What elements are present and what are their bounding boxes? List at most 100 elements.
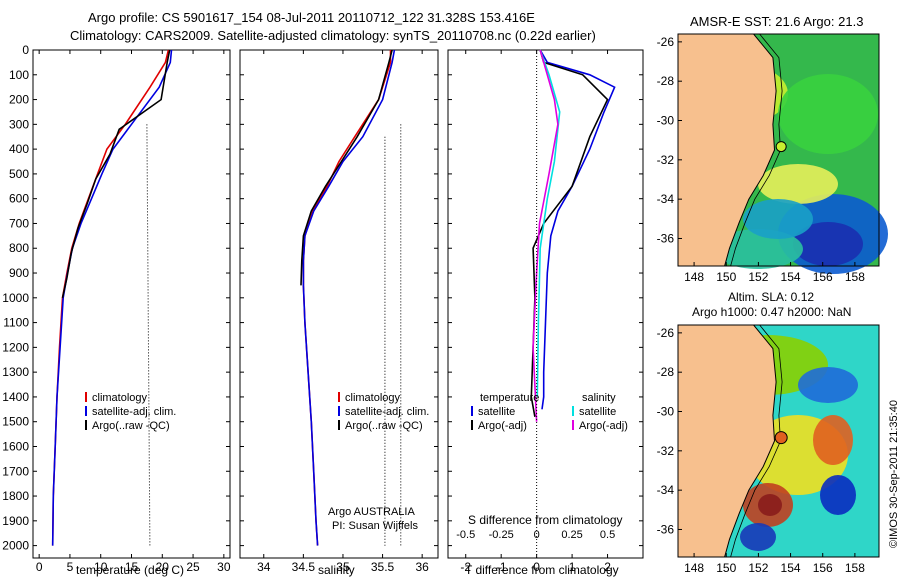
y-tick-label: 2000 <box>2 539 29 553</box>
sst_map-colour-blob <box>713 229 803 269</box>
x-tick-label: 0 <box>533 560 540 574</box>
x-tick-label: 5 <box>67 560 74 574</box>
map-y-tick-label: -28 <box>657 365 675 379</box>
sla_map-argo-marker <box>774 431 788 445</box>
sla_map-colour-blob <box>740 523 776 551</box>
y-tick-label: 900 <box>9 266 29 280</box>
map-y-tick-label: -30 <box>657 114 675 128</box>
mixed-layer-temp-line <box>146 124 151 546</box>
top-tick-label: 0.25 <box>561 529 582 541</box>
sst_map-frame <box>677 33 880 267</box>
map-y-tick-label: -30 <box>657 405 675 419</box>
map-y-tick-label: -36 <box>657 522 675 536</box>
y-tick-label: 500 <box>9 167 29 181</box>
sla_map-group <box>677 324 880 558</box>
top-tick-label: -0.5 <box>456 529 475 541</box>
map-x-tick-label: 154 <box>781 561 801 575</box>
y-tick-label: 1400 <box>2 390 29 404</box>
sla_map-colour-blob <box>798 367 858 403</box>
map-x-tick-label: 154 <box>781 270 801 284</box>
sst_map-colour-blob <box>758 164 838 204</box>
y-tick-label: 1100 <box>3 316 29 330</box>
map-x-tick-label: 158 <box>845 561 865 575</box>
y-tick-label: 1500 <box>2 415 29 429</box>
x-tick-label: 35.5 <box>371 560 395 574</box>
top-tick-label: 0 <box>534 529 540 541</box>
y-tick-label: 1600 <box>2 439 29 453</box>
x-tick-label: 34.5 <box>292 560 316 574</box>
series-line-satellite <box>51 49 173 546</box>
series-line-satellite <box>539 49 616 410</box>
x-tick-label: 15 <box>125 560 139 574</box>
temperature-axis-label: temperature (deg C) <box>76 563 185 577</box>
y-tick-label: 1800 <box>2 489 29 503</box>
x-tick-label: 36 <box>415 560 429 574</box>
y-tick-label: 1200 <box>2 340 29 354</box>
map-x-tick-label: 156 <box>813 270 833 284</box>
sst_map-group <box>677 33 888 274</box>
map-x-tick-label: 148 <box>684 270 704 284</box>
diff-legend-title: salinity <box>582 392 616 404</box>
map-y-tick-label: -34 <box>657 192 675 206</box>
sst_map-argo-marker <box>775 141 787 153</box>
y-tick-label: 200 <box>9 93 29 107</box>
plot-frame-difference <box>447 49 644 559</box>
map-y-tick-label: -36 <box>657 231 675 245</box>
sst_map-colour-blob <box>793 222 863 266</box>
map-y-tick-label: -26 <box>657 35 675 49</box>
sst_map-colour-blob <box>778 74 878 154</box>
x-tick-label: 25 <box>186 560 200 574</box>
map-y-tick-label: -26 <box>657 326 675 340</box>
temp-legend-entry: climatology <box>92 392 148 404</box>
sal-legend-entry: satellite-adj. clim. <box>345 406 429 418</box>
diff-legend-t-entry: satellite <box>478 406 515 418</box>
y-tick-label: 300 <box>9 117 29 131</box>
top-tick-label: -0.25 <box>489 529 514 541</box>
series-line-satellite <box>302 49 396 546</box>
map-x-tick-label: 158 <box>845 270 865 284</box>
x-tick-label: -2 <box>460 560 471 574</box>
map-y-tick-label: -32 <box>657 444 675 458</box>
series-line-climatology <box>51 49 170 546</box>
pi-note: PI: Susan Wijffels <box>332 520 418 532</box>
figure-title-line1: Argo profile: CS 5901617_154 08-Jul-2011… <box>88 10 535 25</box>
top-tick-label: 0.5 <box>600 529 615 541</box>
y-tick-label: 1700 <box>2 464 29 478</box>
x-tick-label: 35 <box>336 560 350 574</box>
map-x-tick-label: 150 <box>716 270 736 284</box>
diff-legend-s-entry: satellite <box>579 406 616 418</box>
map-x-tick-label: 152 <box>748 270 768 284</box>
map-y-tick-label: -34 <box>657 483 675 497</box>
sla_map-colour-blob <box>758 494 782 516</box>
x-tick-label: -1 <box>496 560 507 574</box>
map-x-tick-label: 150 <box>716 561 736 575</box>
t-diff-axis-label: T difference from climatology <box>465 563 619 577</box>
diff-legend-title: temperature <box>480 392 539 404</box>
x-tick-label: 0 <box>36 560 43 574</box>
map-y-tick-label: -32 <box>657 153 675 167</box>
series-line-argo <box>300 49 393 286</box>
temp-legend-entry: satellite-adj. clim. <box>92 406 176 418</box>
sla_map-frame <box>677 324 880 558</box>
sst_map-isobath <box>730 33 783 267</box>
x-tick-label: 34 <box>257 560 271 574</box>
diff-legend-t-entry: Argo(-adj) <box>478 420 527 432</box>
s-diff-axis-label: S difference from climatology <box>468 513 623 527</box>
diff-legend-s-entry: Argo(-adj) <box>579 420 628 432</box>
sst-map-title: AMSR-E SST: 21.6 Argo: 21.3 <box>690 14 864 29</box>
y-tick-label: 400 <box>9 142 29 156</box>
y-tick-label: 1300 <box>2 365 29 379</box>
series-line-satellite_salinity <box>536 49 561 397</box>
y-tick-label: 1000 <box>2 291 29 305</box>
salinity-axis-label: salinity <box>318 563 355 577</box>
y-tick-label: 0 <box>22 43 29 57</box>
temp-legend-entry: Argo(..raw -QC) <box>92 420 170 432</box>
series-line-climatology <box>302 50 392 546</box>
map-x-tick-label: 152 <box>748 561 768 575</box>
sal-legend-entry: Argo(..raw -QC) <box>345 420 423 432</box>
sst_map-colour-blob <box>743 199 813 239</box>
sla_map-colour-blob <box>820 475 856 515</box>
y-tick-label: 100 <box>9 68 29 82</box>
map-x-tick-label: 148 <box>684 561 704 575</box>
